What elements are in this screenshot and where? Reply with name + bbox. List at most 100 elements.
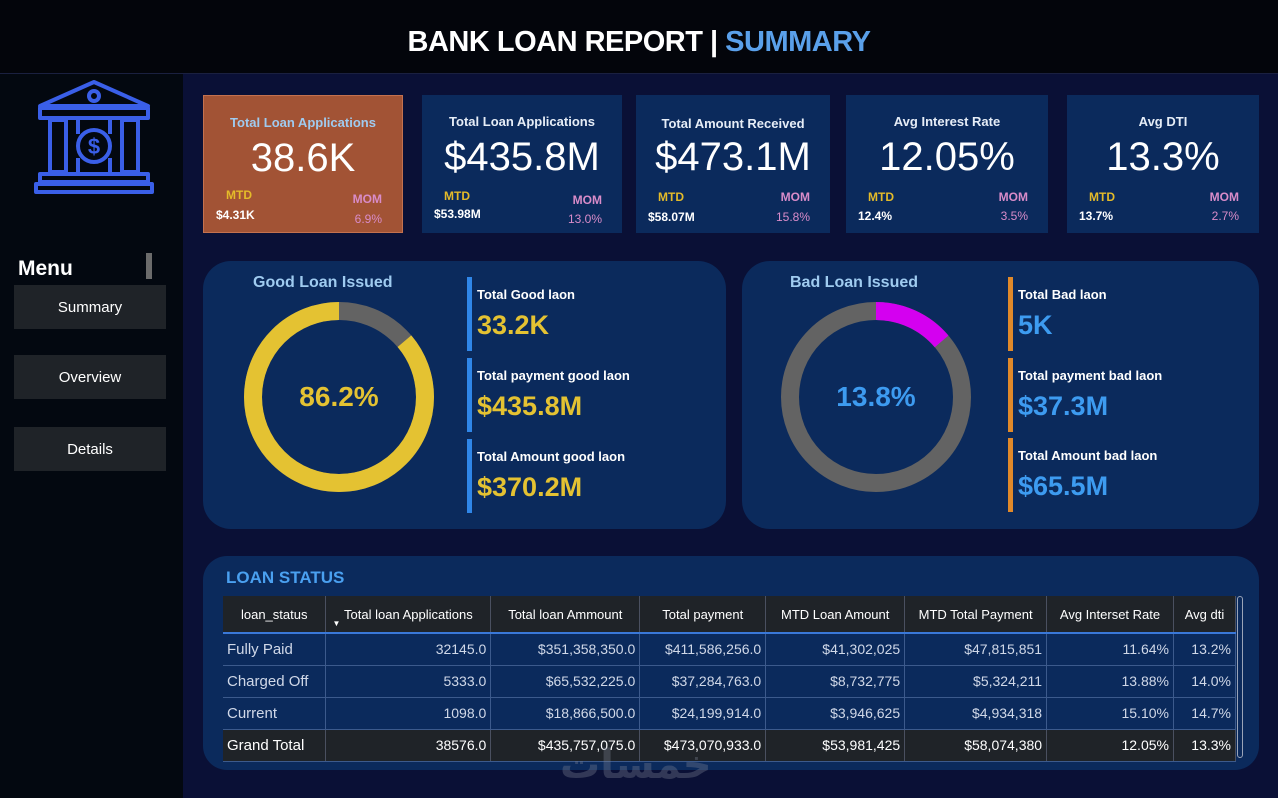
column-header-label: Total loan Applications (344, 606, 473, 622)
column-header[interactable]: MTD Total Payment (904, 596, 1048, 634)
table-cell: 1098.0 (325, 697, 492, 730)
sidebar: $ Menu Summary Overview Details (0, 74, 183, 798)
kpi-mtd-value: $58.07M (648, 210, 695, 224)
kpi-title: Avg DTI (1138, 114, 1188, 129)
kpi-card-interest-rate[interactable]: Avg Interest Rate 12.05% MTD 12.4% MOM 3… (846, 95, 1048, 233)
kpi-mtd-label: MTD (1089, 190, 1115, 204)
stat-label: Total Bad laon (1018, 287, 1107, 302)
report-title: BANK LOAN REPORT | SUMMARY (0, 26, 1278, 59)
kpi-mom-label: MOM (352, 192, 382, 206)
stat-value: 33.2K (477, 310, 550, 340)
sort-desc-icon: ▼ (332, 619, 341, 628)
donut-value-arc[interactable] (244, 302, 434, 492)
stat-value: $37.3M (1018, 391, 1109, 421)
kpi-value: $473.1M (655, 135, 811, 179)
stat-accent-bar (1008, 438, 1013, 512)
kpi-title: Avg Interest Rate (893, 114, 1001, 129)
table-cell: 14.0% (1173, 665, 1237, 698)
stat-label: Total Good laon (477, 287, 575, 302)
kpi-title: Total Loan Applications (449, 114, 595, 129)
nav-details-button[interactable]: Details (14, 427, 166, 471)
stat-accent-bar (467, 277, 472, 351)
menu-label: Menu (18, 257, 73, 280)
table-cell: $351,358,350.0 (490, 633, 641, 666)
good-loan-stat-amount: Total Amount good laon $370.2M (467, 439, 625, 513)
kpi-mom-label: MOM (780, 190, 810, 204)
table-cell: 15.10% (1046, 697, 1174, 730)
bad-loan-stat-payment: Total payment bad laon $37.3M (1008, 358, 1162, 432)
stat-value: $435.8M (477, 391, 583, 421)
table-cell: $58,074,380 (904, 729, 1048, 762)
table-cell: 13.3% (1173, 729, 1237, 762)
loan-status-panel: LOAN STATUS loan_status Total loan Appli… (203, 556, 1259, 770)
kpi-mom-value: 15.8% (775, 210, 810, 224)
column-header[interactable]: Total loan Ammount (490, 596, 641, 634)
loan-status-table: loan_status Total loan Applications ▼ Tot… (223, 596, 1237, 762)
bad-loan-percent: 13.8% (836, 381, 916, 412)
kpi-card-amount-received[interactable]: Total Amount Received $473.1M MTD $58.07… (636, 95, 830, 233)
stat-value: 5K (1018, 310, 1053, 340)
donut-value-arc[interactable] (781, 302, 971, 492)
kpi-title: Total Loan Applications (230, 115, 376, 130)
table-total-row[interactable]: Grand Total 38576.0 $435,757,075.0 $473,… (223, 729, 1237, 762)
kpi-value: 13.3% (1106, 135, 1220, 179)
table-cell: 11.64% (1046, 633, 1174, 666)
column-header[interactable]: Avg dti (1173, 596, 1237, 634)
kpi-card-applications[interactable]: Total Loan Applications 38.6K MTD $4.31K… (203, 95, 403, 233)
table-scrollbar[interactable] (1237, 596, 1243, 758)
kpi-mtd-label: MTD (226, 188, 252, 202)
table-header-row: loan_status Total loan Applications ▼ Tot… (223, 596, 1237, 634)
stat-value: $65.5M (1018, 471, 1109, 501)
bad-loan-stat-amount: Total Amount bad laon $65.5M (1008, 438, 1157, 512)
table-cell: 38576.0 (325, 729, 492, 762)
column-header-sorted[interactable]: Total loan Applications ▼ (325, 596, 492, 634)
good-loan-stat-payment: Total payment good laon $435.8M (467, 358, 630, 432)
kpi-mom-value: 6.9% (354, 212, 382, 226)
table-cell: Fully Paid (223, 633, 327, 666)
report-title-main: BANK LOAN REPORT | (407, 26, 726, 58)
kpi-value: 38.6K (250, 136, 356, 180)
table-cell: $53,981,425 (765, 729, 906, 762)
stat-label: Total Amount good laon (477, 449, 626, 464)
table-cell: $411,586,256.0 (639, 633, 767, 666)
kpi-value: 12.05% (879, 135, 1015, 179)
kpi-mom-label: MOM (998, 190, 1028, 204)
stat-accent-bar (1008, 358, 1013, 432)
table-cell: $3,946,625 (765, 697, 906, 730)
stat-accent-bar (1008, 277, 1013, 351)
table-cell: $435,757,075.0 (490, 729, 641, 762)
main-area: Total Loan Applications 38.6K MTD $4.31K… (183, 74, 1278, 798)
table-cell: $65,532,225.0 (490, 665, 641, 698)
table-cell: $4,934,318 (904, 697, 1048, 730)
column-header[interactable]: loan_status (223, 596, 327, 634)
title-bar: BANK LOAN REPORT | SUMMARY (0, 0, 1278, 74)
bad-loan-stat-count: Total Bad laon 5K (1008, 277, 1107, 351)
table-cell: $18,866,500.0 (490, 697, 641, 730)
table-row[interactable]: Charged Off 5333.0 $65,532,225.0 $37,284… (223, 665, 1237, 698)
kpi-mom-value: 3.5% (1000, 209, 1028, 223)
bad-loan-panel: Bad Loan Issued 13.8% Total Bad laon 5K … (742, 261, 1259, 529)
column-header[interactable]: Avg Interset Rate (1046, 596, 1174, 634)
stat-label: Total payment bad laon (1018, 368, 1163, 383)
table-cell: $5,324,211 (904, 665, 1048, 698)
good-loan-donut[interactable] (239, 297, 439, 497)
column-header[interactable]: Total payment (639, 596, 767, 634)
table-cell: $47,815,851 (904, 633, 1048, 666)
kpi-card-avg-dti[interactable]: Avg DTI 13.3% MTD 13.7% MOM 2.7% (1067, 95, 1259, 233)
good-loan-title: Good Loan Issued (253, 274, 393, 291)
stat-accent-bar (467, 358, 472, 432)
good-loan-panel: Good Loan Issued 86.2% Total Good laon 3… (203, 261, 726, 529)
table-cell: 12.05% (1046, 729, 1174, 762)
column-header[interactable]: MTD Loan Amount (765, 596, 906, 634)
bad-loan-donut[interactable] (776, 297, 976, 497)
table-cell: 14.7% (1173, 697, 1237, 730)
good-loan-stat-count: Total Good laon 33.2K (467, 277, 575, 351)
loan-status-title: LOAN STATUS (226, 568, 345, 587)
table-row[interactable]: Current 1098.0 $18,866,500.0 $24,199,914… (223, 697, 1237, 730)
table-row[interactable]: Fully Paid 32145.0 $351,358,350.0 $411,5… (223, 633, 1237, 666)
nav-summary-button[interactable]: Summary (14, 285, 166, 329)
report-title-accent: SUMMARY (725, 26, 871, 58)
kpi-card-loan-amount[interactable]: Total Loan Applications $435.8M MTD $53.… (422, 95, 622, 233)
table-cell: $41,302,025 (765, 633, 906, 666)
nav-overview-button[interactable]: Overview (14, 355, 166, 399)
